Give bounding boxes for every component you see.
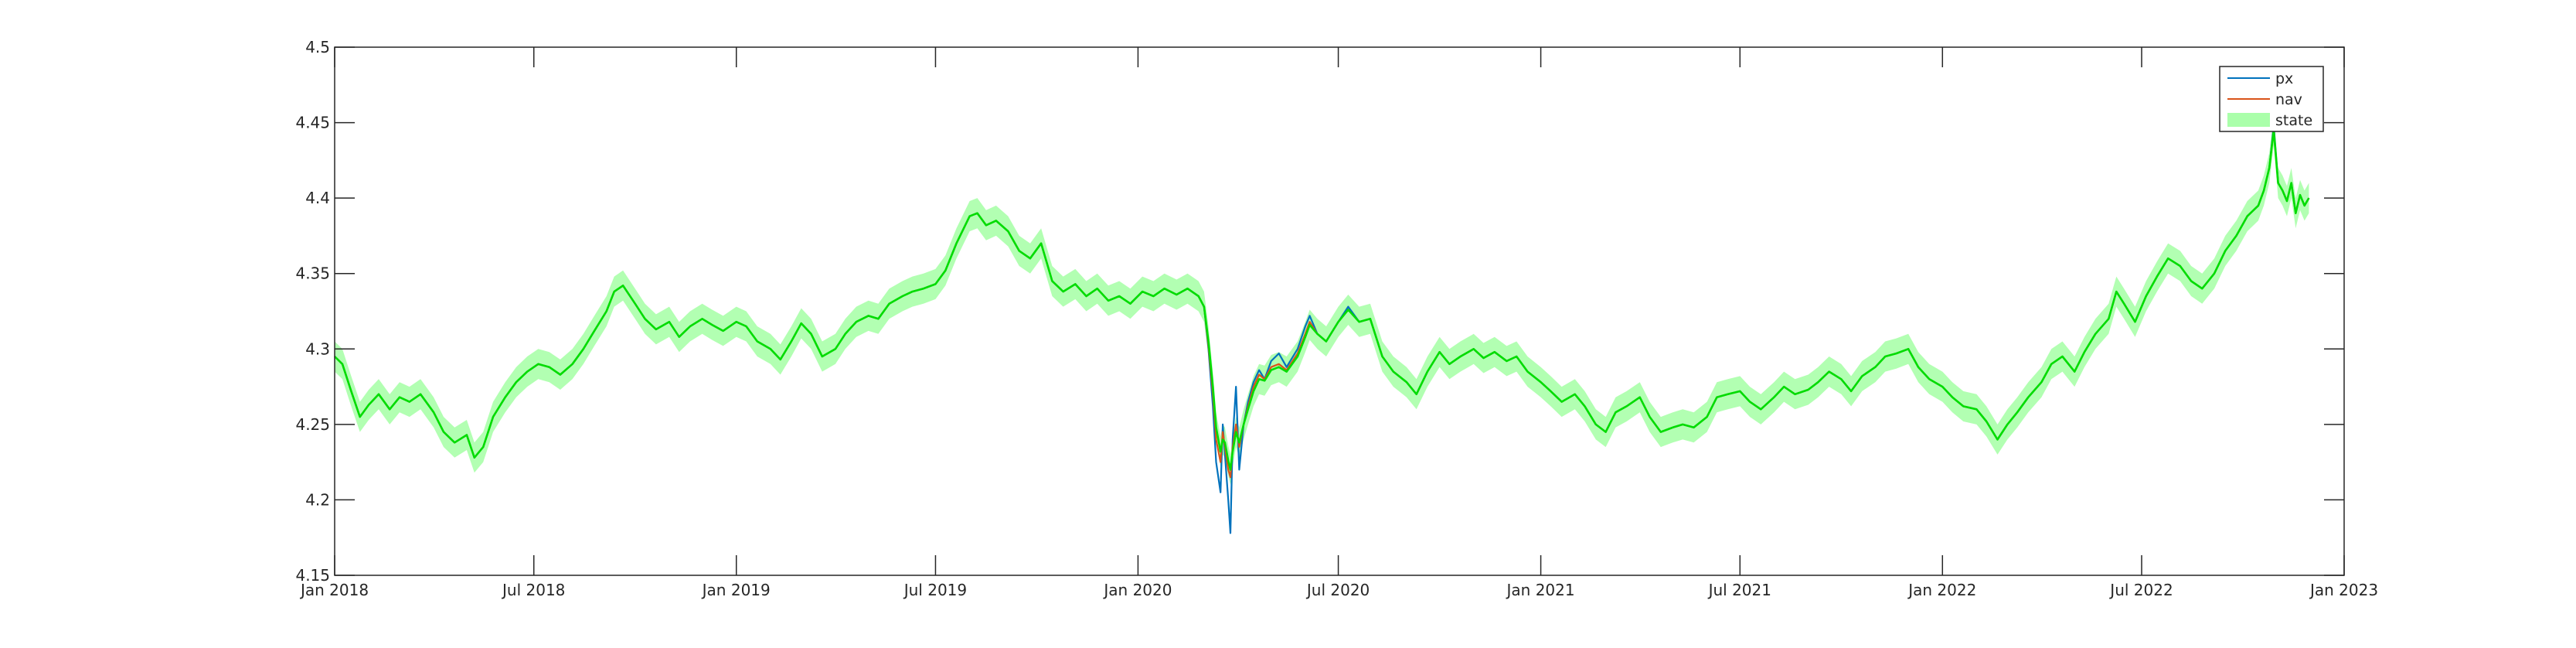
state-band bbox=[335, 114, 2309, 485]
legend-label-px: px bbox=[2275, 70, 2293, 87]
x-tick-label: Jul 2018 bbox=[501, 581, 565, 599]
y-axis: 4.15 4.2 4.25 4.3 4.35 4.4 4.45 4.5 bbox=[295, 38, 2344, 585]
y-tick-label: 4.15 bbox=[295, 566, 330, 585]
legend: px nav state bbox=[2219, 66, 2324, 132]
x-tick-label: Jan 2018 bbox=[299, 581, 369, 599]
x-tick-label: Jan 2023 bbox=[2309, 581, 2378, 599]
axes-box bbox=[334, 46, 2345, 576]
y-tick-label: 4.25 bbox=[295, 415, 330, 434]
y-tick-label: 4.45 bbox=[295, 114, 330, 132]
legend-label-nav: nav bbox=[2275, 91, 2302, 108]
x-tick-label: Jul 2021 bbox=[1707, 581, 1771, 599]
y-tick-label: 4.3 bbox=[305, 339, 330, 358]
y-tick-label: 4.35 bbox=[295, 264, 330, 283]
x-tick-label: Jan 2021 bbox=[1506, 581, 1575, 599]
y-tick-label: 4.5 bbox=[305, 38, 330, 56]
x-tick-label: Jul 2022 bbox=[2108, 581, 2173, 599]
state-band-layer bbox=[335, 114, 2309, 485]
series-line-state bbox=[334, 129, 2310, 471]
legend-swatch-state bbox=[2227, 113, 2270, 127]
x-tick-label: Jan 2019 bbox=[701, 581, 771, 599]
series-line-layer bbox=[334, 124, 2310, 534]
x-tick-label: Jan 2022 bbox=[1907, 581, 1976, 599]
x-tick-label: Jan 2020 bbox=[1102, 581, 1172, 599]
legend-label-state: state bbox=[2275, 112, 2312, 129]
y-tick-label: 4.4 bbox=[305, 189, 330, 207]
x-axis: Jan 2018 Jul 2018 Jan 2019 Jul 2019 Jan 2020… bbox=[299, 47, 2378, 599]
x-tick-label: Jul 2020 bbox=[1305, 581, 1370, 599]
x-tick-label: Jul 2019 bbox=[903, 581, 967, 599]
y-tick-label: 4.2 bbox=[305, 490, 330, 509]
